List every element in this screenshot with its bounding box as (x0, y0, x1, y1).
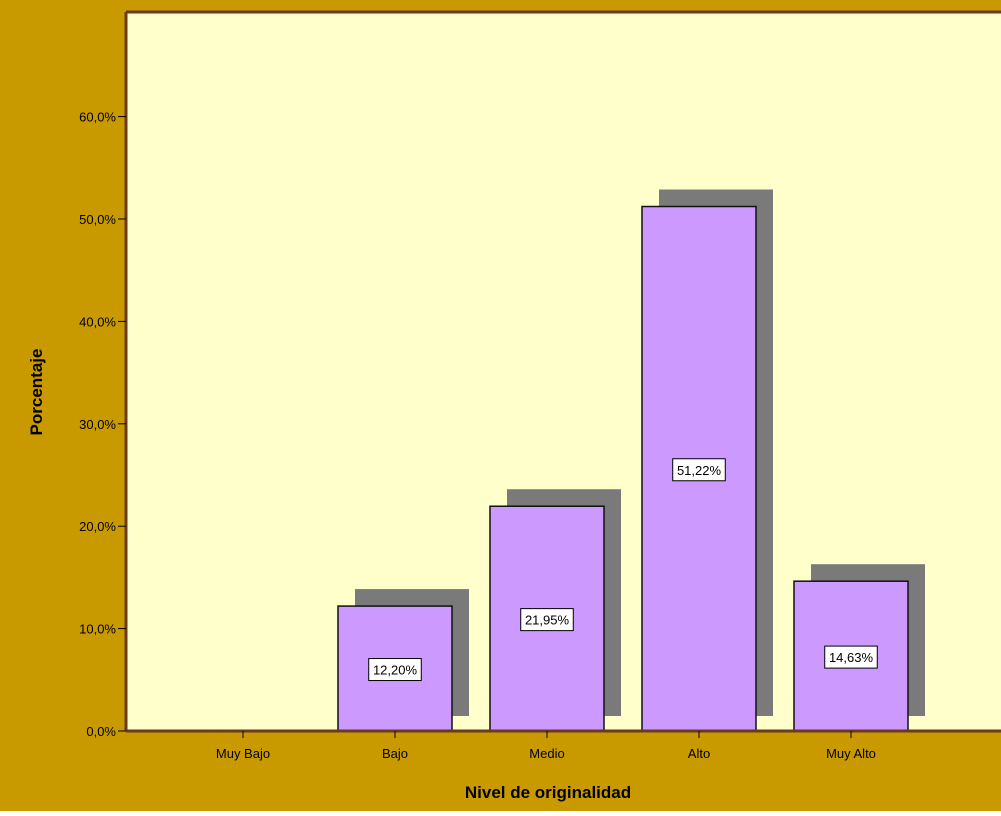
data-label-text: 14,63% (829, 650, 874, 665)
y-axis-ticks: 0,0% 10,0% 20,0% 30,0% 40,0% 50,0% 60,0% (79, 110, 126, 739)
data-label-box (368, 658, 422, 682)
data-label: 51,22% (672, 458, 726, 482)
data-label-box (824, 645, 878, 669)
x-tick-label: Bajo (382, 746, 408, 761)
x-axis-ticks: Muy Bajo Bajo Medio Alto Muy Alto (216, 731, 876, 761)
x-axis-title: Nivel de originalidad (465, 783, 631, 802)
x-tick-label: Alto (688, 746, 710, 761)
data-label: 12,20% (368, 658, 422, 682)
y-tick-label: 20,0% (79, 519, 116, 534)
y-tick-label: 50,0% (79, 212, 116, 227)
y-tick-label: 40,0% (79, 314, 116, 329)
x-tick-label: Muy Bajo (216, 746, 270, 761)
y-tick-label: 60,0% (79, 110, 116, 125)
y-tick-label: 10,0% (79, 622, 116, 637)
data-label-text: 21,95% (525, 613, 570, 628)
data-label-box (672, 458, 726, 482)
x-tick-label: Muy Alto (826, 746, 876, 761)
data-label-text: 51,22% (677, 463, 722, 478)
y-axis-title: Porcentaje (27, 349, 46, 436)
data-label-box (520, 608, 574, 632)
bars (337, 205, 909, 732)
y-tick-label: 0,0% (86, 724, 116, 739)
data-labels: 12,20% 21,95% 51,22% 14,63% (368, 458, 878, 682)
data-label-text: 12,20% (373, 663, 418, 678)
data-label: 14,63% (824, 645, 878, 669)
data-label: 21,95% (520, 608, 574, 632)
y-tick-label: 30,0% (79, 417, 116, 432)
x-tick-label: Medio (529, 746, 564, 761)
